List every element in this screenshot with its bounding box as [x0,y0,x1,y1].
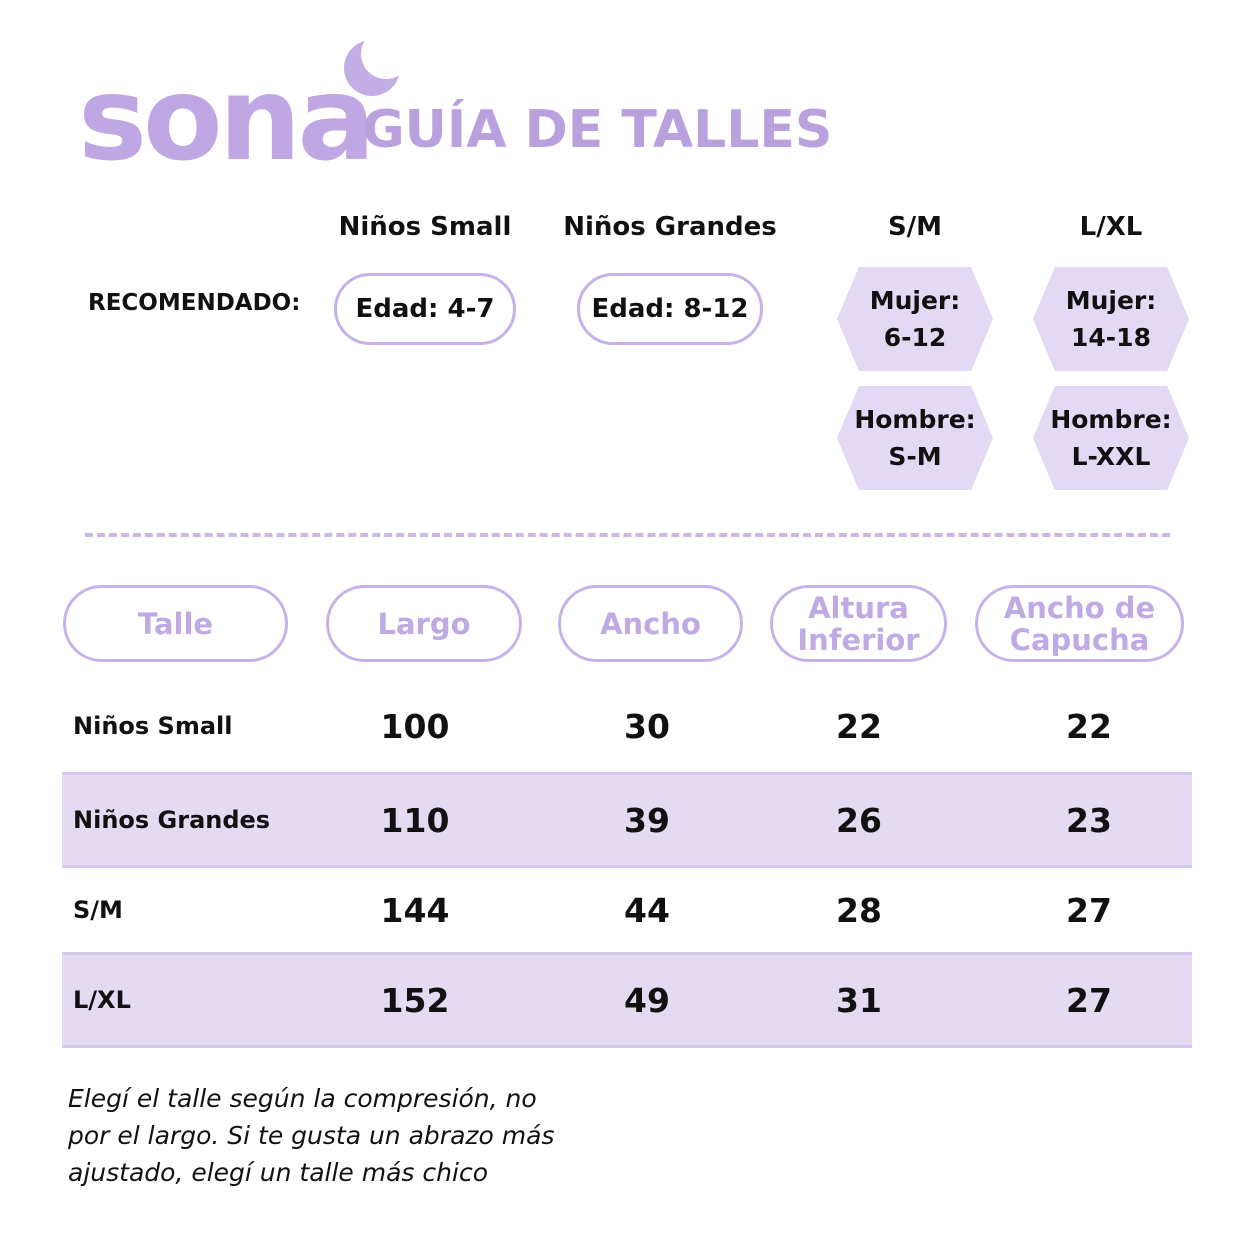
badge-text: 14-18 [1071,323,1151,352]
badge-text: Mujer: [1065,286,1157,315]
note-line: ajustado, elegí un talle más chico [68,1158,488,1187]
measure-cell: 100 [380,706,450,746]
measure-cell: 44 [624,890,670,930]
row-label: Niños Grandes [73,806,271,834]
column-header: Ancho [558,585,743,662]
badge-text: 6-12 [883,323,947,352]
age-badge: Edad: 8-12 [577,273,763,345]
measure-cell: 27 [1066,890,1112,930]
measure-cell: 144 [380,890,450,930]
measure-cell: 152 [380,980,450,1020]
measure-cell: 39 [624,800,670,840]
row-label: Niños Small [73,712,233,740]
brand: sona [78,52,376,187]
table-row: Niños Grandes 110 39 26 23 [62,772,1192,868]
size-badge: Hombre: S-M [837,386,993,490]
column-header: Talle [63,585,288,662]
table-row: Niños Small 100 30 22 22 [62,680,1192,772]
recommended-label: RECOMENDADO: [88,290,301,316]
badge-text: Edad: 8-12 [591,294,749,324]
table-row: S/M 144 44 28 27 [62,868,1192,952]
row-label: S/M [73,896,123,924]
badge-text: Hombre: [1050,405,1172,434]
table-row: L/XL 152 49 31 27 [62,952,1192,1048]
size-badge: Hombre: L-XXL [1033,386,1189,490]
column-name: L/XL [1079,212,1143,242]
measure-cell: 22 [836,706,882,746]
measure-cell: 110 [380,800,450,840]
note-line: Elegí el talle según la compresión, no [68,1084,537,1113]
badge-text: S-M [888,442,942,471]
column-name: Niños Small [338,212,512,242]
badge-text: Mujer: [869,286,961,315]
measure-cell: 27 [1066,980,1112,1020]
measure-cell: 31 [836,980,882,1020]
measure-cell: 28 [836,890,882,930]
note-line: por el largo. Si te gusta un abrazo más [68,1121,555,1150]
divider [85,533,1170,537]
badge-text: Edad: 4-7 [355,294,495,324]
badge-text: L-XXL [1071,442,1151,471]
column-name: Niños Grandes [563,212,777,242]
size-badge: Mujer: 14-18 [1033,267,1189,371]
badge-text: Hombre: [854,405,976,434]
moon-icon [344,40,400,96]
column-header: Altura Inferior [770,585,947,662]
measure-cell: 26 [836,800,882,840]
title: GUÍA DE TALLES [362,100,833,160]
measure-cell: 22 [1066,706,1112,746]
row-label: L/XL [73,986,131,1014]
column-name: S/M [887,212,943,242]
column-header: Largo [326,585,522,662]
measure-cell: 23 [1066,800,1112,840]
size-badge: Mujer: 6-12 [837,267,993,371]
column-header: Ancho de Capucha [975,585,1184,662]
note: Elegí el talle según la compresión, no p… [68,1080,554,1191]
measure-cell: 49 [624,980,670,1020]
measure-cell: 30 [624,706,670,746]
age-badge: Edad: 4-7 [334,273,516,345]
